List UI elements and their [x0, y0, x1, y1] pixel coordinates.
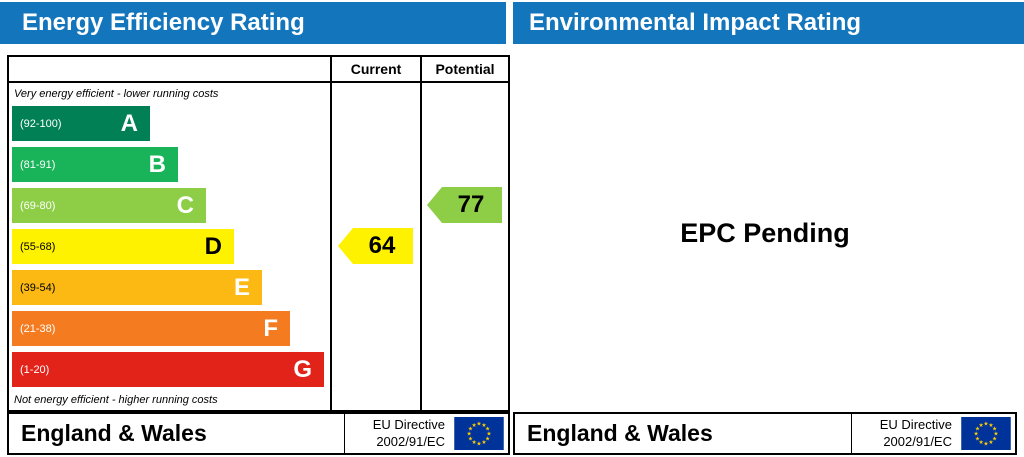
- band-range: (81-91): [20, 158, 56, 171]
- svg-text:★: ★: [988, 439, 993, 446]
- eu-directive-line1: EU Directive: [879, 416, 952, 432]
- svg-text:★: ★: [988, 422, 993, 429]
- svg-text:★: ★: [476, 421, 481, 428]
- svg-text:★: ★: [468, 436, 473, 443]
- svg-text:★: ★: [983, 421, 988, 428]
- eu-directive-label: EU Directive 2002/91/EC: [852, 417, 961, 451]
- energy-rating-chart: Current Potential Very energy efficient …: [7, 55, 510, 412]
- svg-text:★: ★: [983, 440, 988, 447]
- eu-flag-field: [454, 417, 504, 450]
- svg-text:★: ★: [485, 426, 490, 433]
- rating-bands: Very energy efficient - lower running co…: [9, 83, 330, 410]
- band-row-e: (39-54) E: [9, 267, 330, 308]
- band-row-a: (92-100) A: [9, 103, 330, 144]
- eu-flag-field: [961, 417, 1011, 450]
- svg-text:★: ★: [978, 422, 983, 429]
- eu-directive-line1: EU Directive: [372, 416, 445, 432]
- region-label: England & Wales: [527, 420, 713, 446]
- rating-column-header-spacer: [9, 57, 330, 83]
- band-row-g: (1-20) G: [9, 349, 330, 390]
- svg-text:★: ★: [476, 440, 481, 447]
- potential-column-header: Potential: [420, 57, 508, 83]
- footer-right: England & Wales EU Directive 2002/91/EC …: [513, 412, 1017, 455]
- band-bar-c: (69-80) C: [12, 188, 206, 223]
- current-column-header: Current: [330, 57, 420, 83]
- band-letter: F: [263, 314, 278, 342]
- band-letter: G: [293, 355, 312, 383]
- svg-text:★: ★: [975, 436, 980, 443]
- footer-left: England & Wales EU Directive 2002/91/EC …: [7, 412, 510, 455]
- energy-rating-title: Energy Efficiency Rating: [0, 2, 506, 44]
- epc-pending-text: EPC Pending: [680, 218, 850, 248]
- svg-text:★: ★: [486, 431, 491, 438]
- svg-text:★: ★: [974, 431, 979, 438]
- svg-text:★: ★: [992, 436, 997, 443]
- svg-text:★: ★: [468, 426, 473, 433]
- environmental-rating-title: Environmental Impact Rating: [513, 2, 1024, 44]
- svg-text:★: ★: [471, 439, 476, 446]
- band-range: (1-20): [20, 363, 50, 376]
- eu-flag-stars: ★ ★★ ★★★ ★★★ ★★★: [974, 421, 999, 448]
- potential-column: 77: [420, 83, 508, 410]
- band-bar-a: (92-100) A: [12, 106, 150, 141]
- eu-flag-stars: ★ ★★ ★★★ ★★★ ★★★: [467, 421, 492, 448]
- svg-text:★: ★: [992, 426, 997, 433]
- band-row-b: (81-91) B: [9, 144, 330, 185]
- current-arrow: 64: [338, 228, 413, 264]
- band-bar-b: (81-91) B: [12, 147, 178, 182]
- footer-divider: [850, 414, 852, 453]
- band-range: (69-80): [20, 199, 56, 212]
- top-note: Very energy efficient - lower running co…: [14, 88, 219, 100]
- svg-text:★: ★: [481, 439, 486, 446]
- svg-text:★: ★: [993, 431, 998, 438]
- band-letter: A: [120, 109, 138, 137]
- footer-divider: [343, 414, 345, 453]
- band-range: (39-54): [20, 281, 56, 294]
- svg-text:★: ★: [481, 422, 486, 429]
- band-range: (55-68): [20, 240, 56, 253]
- svg-text:★: ★: [467, 431, 472, 438]
- eu-directive-label: EU Directive 2002/91/EC: [345, 417, 454, 451]
- svg-text:★: ★: [978, 439, 983, 446]
- band-row-d: (55-68) D: [9, 226, 330, 267]
- svg-text:★: ★: [471, 422, 476, 429]
- band-range: (92-100): [20, 117, 62, 130]
- band-range: (21-38): [20, 322, 56, 335]
- eu-directive-line2: 2002/91/EC: [883, 433, 952, 449]
- region-label: England & Wales: [21, 420, 207, 446]
- eu-directive-line2: 2002/91/EC: [376, 433, 445, 449]
- svg-text:★: ★: [485, 436, 490, 443]
- band-bar-f: (21-38) F: [12, 311, 290, 346]
- band-letter: E: [233, 273, 250, 301]
- band-row-c: (69-80) C: [9, 185, 330, 226]
- current-column: 64: [330, 83, 420, 410]
- svg-text:★: ★: [975, 426, 980, 433]
- band-row-f: (21-38) F: [9, 308, 330, 349]
- band-letter: D: [204, 232, 222, 260]
- band-bar-d: (55-68) D: [12, 229, 234, 264]
- band-letter: C: [176, 191, 194, 219]
- bottom-note: Not energy efficient - higher running co…: [14, 394, 218, 406]
- potential-arrow: 77: [427, 187, 502, 223]
- eu-flag-icon: ★ ★★ ★★★ ★★★ ★★★: [454, 417, 504, 450]
- eu-flag-icon: ★ ★★ ★★★ ★★★ ★★★: [961, 417, 1011, 450]
- band-bar-e: (39-54) E: [12, 270, 262, 305]
- band-bar-g: (1-20) G: [12, 352, 324, 387]
- band-letter: B: [148, 150, 166, 178]
